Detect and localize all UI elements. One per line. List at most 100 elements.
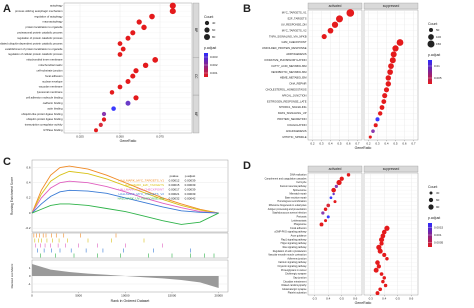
- dot: [385, 257, 389, 261]
- facet-strip: [363, 2, 419, 10]
- x-tick-label: 0.5: [396, 296, 401, 300]
- category-label: KRAS_SIGNALING_UP: [278, 111, 307, 115]
- category-label: nuclear envelope: [42, 79, 63, 83]
- category-label: transcription coregulator activity: [25, 123, 63, 127]
- category-label: cGMP-PKG signaling pathway: [274, 231, 307, 234]
- dot: [373, 123, 378, 128]
- x-axis-title: GeneRatio: [355, 301, 372, 305]
- dot: [326, 203, 331, 208]
- dot: [378, 287, 383, 292]
- dot: [98, 122, 103, 127]
- x-tick-label: 0.4: [384, 141, 389, 145]
- category-label: DNA_REPAIR: [290, 82, 307, 86]
- category-label: Glutamatergic synapse: [282, 288, 307, 291]
- dot: [371, 129, 375, 133]
- category-label: Antigen processing and presentation: [268, 208, 307, 211]
- table-cell: 0.00012: [169, 178, 180, 182]
- legend-title: Count: [204, 15, 213, 19]
- legend-title: Count: [428, 185, 437, 189]
- dot: [117, 84, 123, 90]
- x-tick-label: 0.3: [369, 296, 374, 300]
- group-label: CC: [194, 74, 198, 79]
- dot: [125, 79, 131, 85]
- table-cell: 0.00039: [185, 192, 196, 196]
- y-tick-label: 0.4: [26, 181, 31, 185]
- category-label: Dilated cardiomyopathy: [282, 284, 308, 287]
- dot: [336, 15, 343, 23]
- dot: [331, 187, 336, 193]
- category-label: Mismatch repair: [289, 193, 306, 196]
- enrichment-line: [31, 165, 219, 214]
- dot: [125, 100, 131, 106]
- dot: [375, 260, 380, 265]
- enrichment-line: [31, 203, 219, 225]
- table-header: pvalue: [170, 174, 179, 178]
- enrichment-line: [31, 189, 219, 214]
- dot: [133, 68, 139, 74]
- group-label: BP: [194, 28, 198, 32]
- category-label: UV_RESPONSE_DN: [281, 22, 307, 26]
- dot: [382, 252, 387, 258]
- category-label: Adherens junction: [287, 257, 307, 260]
- dot: [336, 179, 342, 186]
- x-tick-label: 0.6: [402, 141, 407, 145]
- dot: [94, 128, 98, 133]
- dot: [321, 211, 325, 215]
- panel-background: [363, 172, 419, 296]
- category-label: UNFOLDED_PROTEIN_RESPONSE: [262, 46, 307, 50]
- dot: [141, 24, 147, 31]
- category-label: MYC_TARGETS_V2: [282, 28, 307, 32]
- dot: [130, 73, 136, 79]
- category-label: Spliceosome: [293, 189, 307, 192]
- category-label: CHOLESTEROL_HOMEOSTASIS: [265, 87, 306, 91]
- y-tick-label: 1: [29, 266, 31, 270]
- category-label: OXIDATIVE_PHOSPHORYLATION: [264, 58, 306, 62]
- dot: [376, 264, 381, 269]
- category-label: Focal adhesion: [290, 227, 307, 230]
- category-label: PROTEIN_SECRETION: [277, 117, 306, 121]
- x-tick-label: 0.6: [346, 141, 351, 145]
- dot: [346, 9, 355, 17]
- category-label: autophagy: [50, 3, 63, 7]
- category-label: Ribosome biogenesis in eukaryotes: [269, 204, 308, 207]
- metric-axis-title: Ranked List Metric: [10, 263, 14, 288]
- category-label: Homologous recombination: [277, 200, 307, 203]
- enrichment-line: [31, 180, 219, 214]
- x-tick-label: 0.4: [326, 296, 331, 300]
- colorbar: [428, 60, 432, 84]
- dot: [152, 57, 159, 63]
- legend-title: p.adjust: [204, 46, 216, 50]
- dot: [321, 34, 327, 40]
- category-label: cadherin binding: [43, 101, 63, 105]
- dot: [377, 248, 383, 254]
- facet-strip: [363, 165, 419, 173]
- category-label: FATTY_ACID_METABOLISM: [272, 64, 308, 68]
- x-tick-label: 0.3: [313, 296, 318, 300]
- dot: [381, 99, 387, 104]
- dot: [120, 46, 126, 52]
- category-label: COAGULATION: [287, 123, 306, 127]
- metric-area: [32, 264, 219, 288]
- legend-label: HALLMARK_G2M_CHECKPOINT: [118, 187, 164, 191]
- legend-label: 90: [436, 205, 440, 209]
- x-tick-label: 10000: [121, 293, 130, 297]
- facet-title: activated: [329, 167, 342, 171]
- x-tick-label: 0.5: [337, 141, 342, 145]
- dot: [383, 87, 390, 93]
- dot: [380, 233, 386, 239]
- table-cell: 0.00039: [185, 183, 196, 187]
- colorbar-label: 0.001: [434, 233, 442, 237]
- facet-title: suppressed: [383, 4, 400, 8]
- category-label: Oxytocin signaling pathway: [278, 265, 308, 268]
- category-label: HEME_METABOLISM: [280, 76, 307, 80]
- dot: [319, 222, 324, 227]
- rug-background: [31, 232, 229, 259]
- x-tick-label: 0.075: [156, 134, 164, 138]
- colorbar-label: 0.002: [210, 63, 218, 67]
- legend-label: HALLMARK_MYC_TARGETS_V2: [119, 192, 165, 196]
- category-label: proteasome-mediated ubiquitin-dependent …: [0, 41, 63, 45]
- category-label: Cholinergic synapse: [285, 273, 307, 276]
- dot: [375, 117, 380, 122]
- legend-label: 150: [436, 42, 441, 46]
- table-cell: 0.00039: [185, 178, 196, 182]
